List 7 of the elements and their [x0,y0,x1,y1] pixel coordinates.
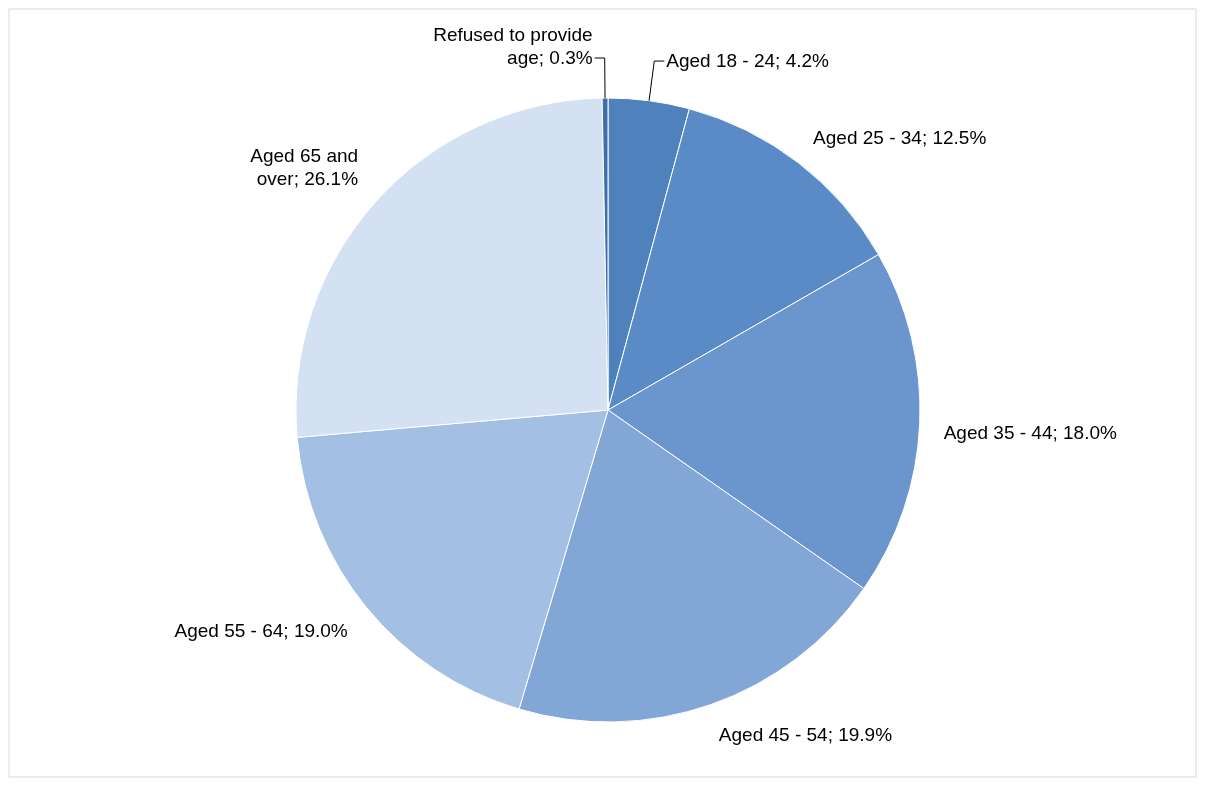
slice-label: Refused to provide age; 0.3% [433,24,593,69]
slice-label: Aged 35 - 44; 18.0% [943,421,1118,443]
slice-label: Aged 45 - 54; 19.9% [718,724,893,746]
slice-label: Aged 18 - 24; 4.2% [666,50,830,72]
slice-label: Aged 65 and over; 26.1% [250,145,359,190]
slice-label: Aged 25 - 34; 12.5% [813,126,987,148]
slice-label: Aged 55 - 64; 19.0% [174,619,348,641]
